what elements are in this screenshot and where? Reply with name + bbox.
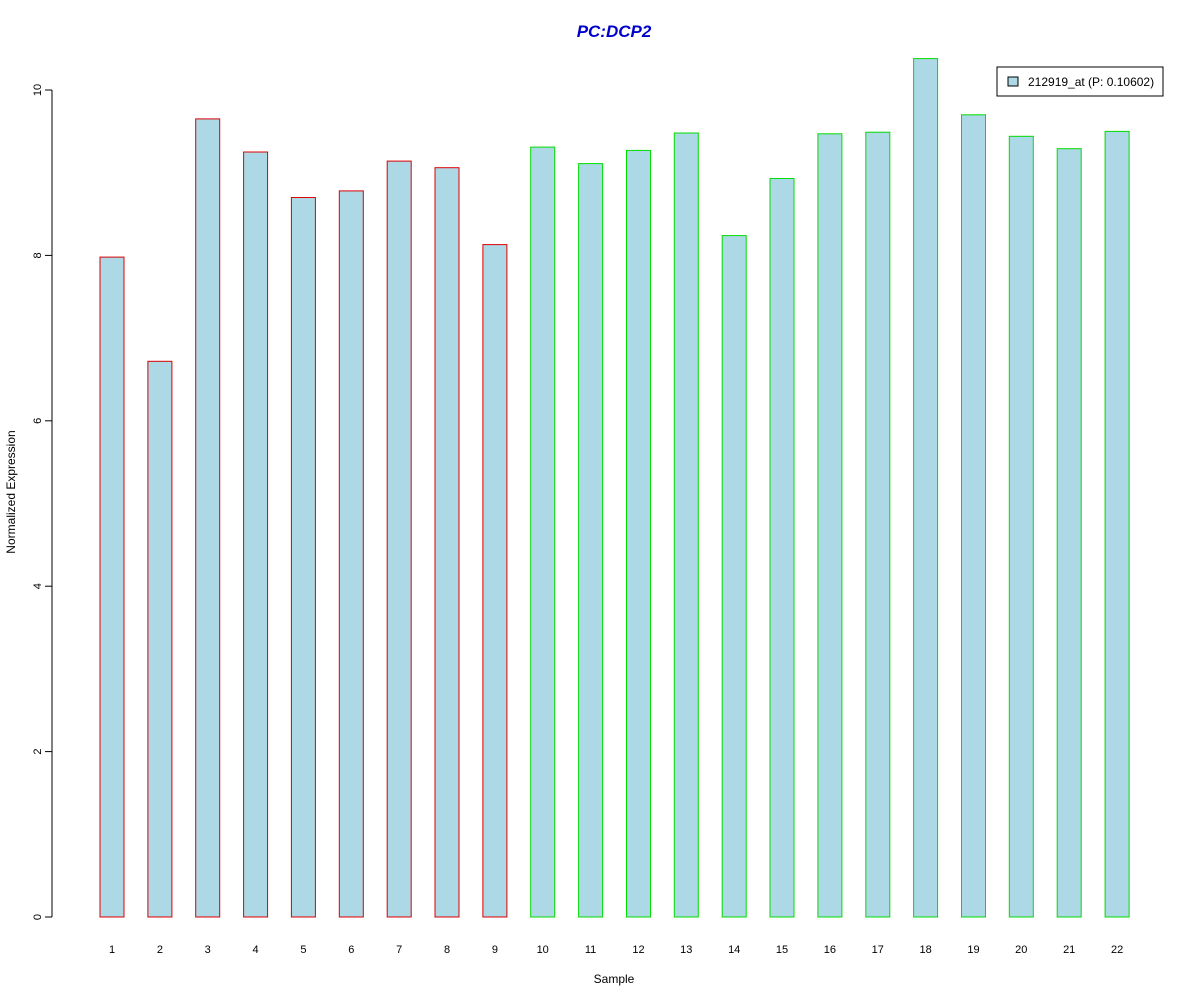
x-tick-label: 19 [967,944,979,956]
bar-sample-17 [865,131,891,918]
bar-sample-6 [338,190,364,918]
legend-label: 212919_at (P: 0.10602) [1028,75,1154,89]
x-tick-label: 8 [444,944,450,956]
bar-sample-16 [817,133,843,918]
bar-sample-1 [99,256,125,918]
bar-sample-15 [769,178,795,918]
y-tick-label: 4 [32,583,44,589]
x-tick-label: 21 [1063,944,1075,956]
x-tick-label: 2 [157,944,163,956]
x-tick-label: 9 [492,944,498,956]
x-tick-label: 6 [348,944,354,956]
bar-sample-14 [721,235,747,918]
bar-sample-4 [243,151,269,918]
y-axis: 0 2 4 6 8 10 [32,84,53,920]
bar-sample-10 [530,146,556,918]
x-axis-tick-labels: 1 2 3 4 5 6 7 8 9 10 11 12 13 14 15 16 17 18 19 20 21 22 [109,944,1123,956]
bar-sample-20 [1008,135,1034,918]
x-tick-label: 22 [1111,944,1123,956]
bars-group [99,58,1130,918]
bar-sample-9 [482,244,508,918]
x-axis-label: Sample [594,972,635,986]
x-tick-label: 17 [872,944,884,956]
bar-sample-13 [673,132,699,918]
bar-sample-2 [147,360,173,918]
x-tick-label: 16 [824,944,836,956]
y-tick-label: 0 [32,914,44,920]
x-tick-label: 15 [776,944,788,956]
x-tick-label: 14 [728,944,740,956]
y-tick-label: 6 [32,418,44,424]
bar-sample-11 [578,163,604,918]
legend-box [996,66,1164,97]
x-tick-label: 1 [109,944,115,956]
x-tick-label: 11 [585,944,596,956]
x-tick-label: 18 [919,944,931,956]
x-tick-label: 10 [537,944,549,956]
bar-sample-19 [961,114,986,918]
x-tick-label: 4 [253,944,259,956]
bar-sample-8 [434,167,460,918]
bar-sample-5 [290,197,316,918]
x-tick-label: 20 [1015,944,1027,956]
y-axis-label: Normalized Expression [4,430,18,553]
x-tick-label: 13 [680,944,692,956]
bar-sample-22 [1104,130,1130,918]
legend-swatch [1007,76,1019,87]
y-tick-label: 8 [32,252,44,258]
bar-sample-12 [626,149,651,918]
x-tick-label: 7 [396,944,402,956]
chart-title: PC:DCP2 [577,22,652,41]
bar-sample-21 [1056,148,1082,918]
bar-sample-18 [913,58,939,918]
x-tick-label: 5 [300,944,306,956]
x-tick-label: 3 [205,944,211,956]
x-tick-label: 12 [632,944,644,956]
bar-sample-3 [195,118,221,918]
y-tick-label: 2 [32,749,44,755]
y-tick-label: 10 [32,84,44,96]
legend: 212919_at (P: 0.10602) [996,66,1164,97]
bar-sample-7 [386,160,412,918]
